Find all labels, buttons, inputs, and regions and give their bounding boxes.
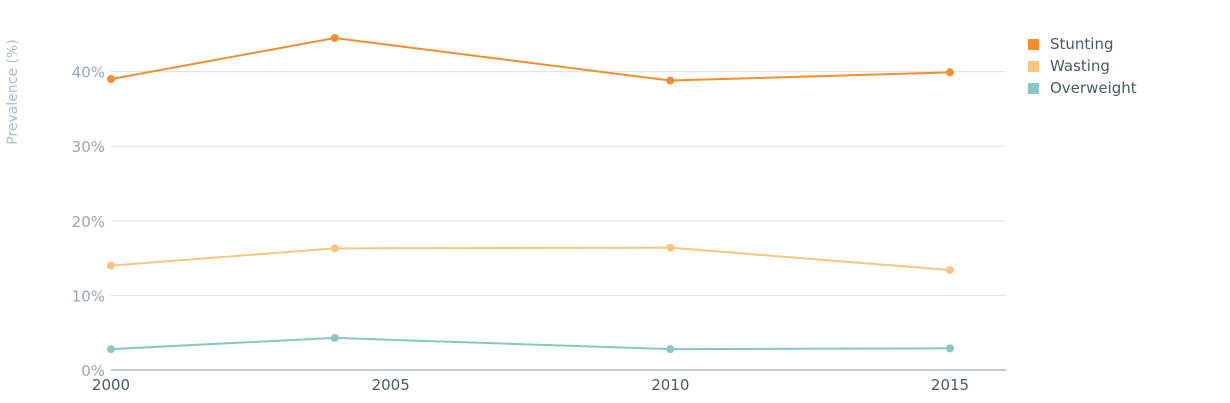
x-tick-label: 2000	[92, 376, 130, 394]
data-point-stunting[interactable]	[666, 76, 675, 85]
data-point-overweight[interactable]	[666, 345, 675, 354]
x-tick-label: 2005	[372, 376, 410, 394]
legend-swatch-overweight	[1028, 82, 1039, 94]
legend-item-wasting[interactable]: Wasting	[1028, 55, 1137, 77]
series-line-wasting	[110, 246, 951, 272]
data-point-overweight[interactable]	[330, 333, 339, 342]
y-tick-label: 10%	[72, 287, 105, 305]
data-point-stunting[interactable]	[330, 34, 339, 43]
x-axis-ticks: 2000 2005 2010 2015	[92, 376, 969, 394]
data-point-stunting[interactable]	[946, 68, 954, 77]
y-tick-label: 40%	[72, 64, 105, 82]
y-axis-ticks: 0% 10% 20% 30% 40%	[72, 64, 105, 380]
y-tick-label: 20%	[72, 213, 105, 231]
legend-swatch-wasting	[1028, 60, 1039, 72]
legend-swatch-stunting	[1028, 38, 1039, 50]
data-point-wasting[interactable]	[946, 266, 954, 275]
data-point-wasting[interactable]	[666, 243, 675, 252]
legend-item-stunting[interactable]: Stunting	[1028, 33, 1137, 55]
legend-item-overweight[interactable]: Overweight	[1028, 77, 1137, 99]
legend-label-stunting: Stunting	[1050, 35, 1114, 53]
series-line-stunting	[110, 37, 951, 82]
gridlines	[111, 71, 1006, 371]
data-point-wasting[interactable]	[107, 261, 115, 270]
series-line-overweight	[110, 336, 951, 351]
y-tick-label: 30%	[72, 138, 105, 156]
data-point-overweight[interactable]	[107, 345, 115, 354]
y-tick-label: 0%	[81, 362, 105, 380]
series-points	[107, 34, 954, 354]
x-tick-label: 2015	[931, 376, 969, 394]
legend-label-overweight: Overweight	[1050, 79, 1137, 97]
legend: Stunting Wasting Overweight	[1028, 33, 1137, 99]
x-tick-label: 2010	[651, 376, 689, 394]
legend-label-wasting: Wasting	[1050, 57, 1110, 75]
data-point-stunting[interactable]	[107, 75, 115, 84]
series-lines	[110, 37, 951, 351]
data-point-wasting[interactable]	[330, 244, 339, 253]
data-point-overweight[interactable]	[946, 344, 954, 353]
y-axis-label: Prevalence (%)	[5, 39, 21, 145]
